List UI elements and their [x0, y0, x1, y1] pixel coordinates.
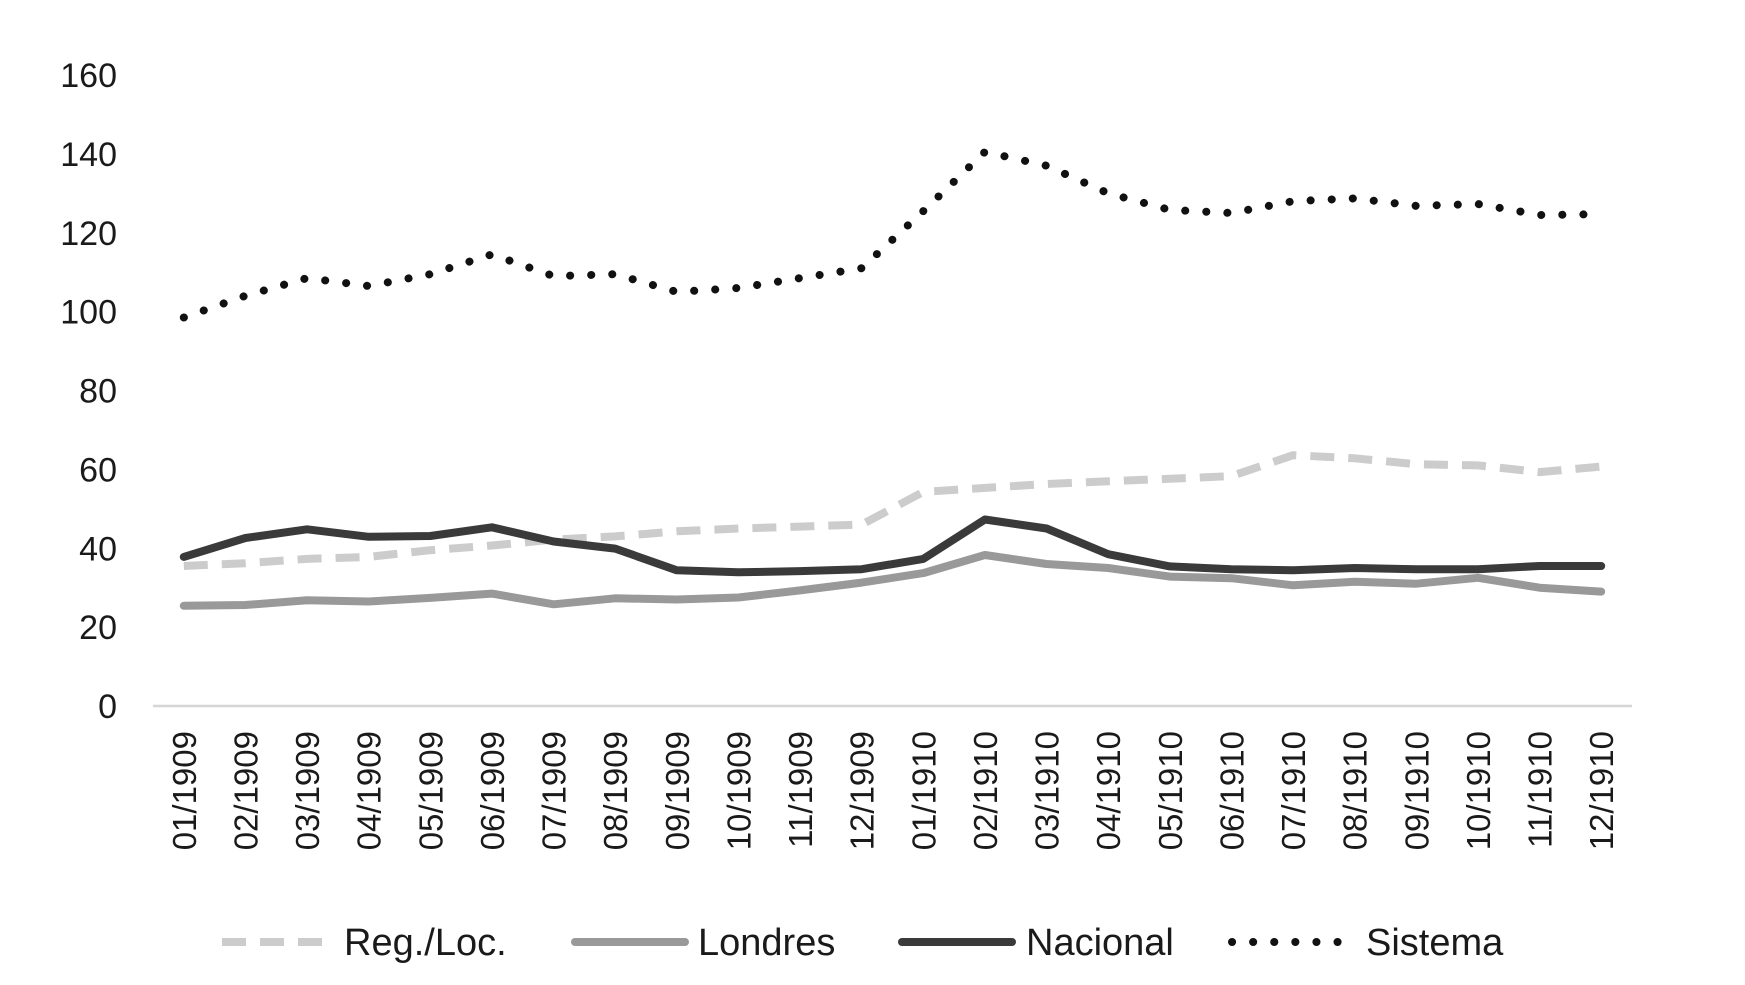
y-tick-label: 140: [60, 136, 117, 174]
legend-label: Londres: [698, 922, 835, 964]
x-tick-label: 09/1909: [659, 731, 696, 850]
series-line-nacional: [179, 515, 1606, 577]
x-tick-label: 12/1909: [844, 731, 881, 850]
y-tick-label: 40: [79, 530, 117, 568]
series-layer: [179, 147, 1606, 610]
x-tick-label: 08/1910: [1337, 731, 1374, 850]
x-tick-label: 06/1909: [474, 731, 511, 850]
x-tick-label: 11/1910: [1522, 731, 1559, 848]
x-tick-label: 10/1910: [1460, 731, 1497, 850]
x-tick-label: 12/1910: [1583, 731, 1620, 850]
x-tick-label: 01/1909: [166, 731, 203, 850]
y-tick-label: 80: [79, 373, 117, 411]
x-tick-label: 03/1909: [289, 731, 326, 850]
x-tick-label: 05/1910: [1152, 731, 1189, 850]
y-axis-ticks: 0 20 40 60 80 100 120 140 160: [60, 57, 117, 726]
x-tick-label: 03/1910: [1029, 731, 1066, 850]
series-line-londres: [179, 551, 1606, 610]
series-line-reg-loc: [183, 451, 1602, 570]
x-tick-label: 02/1910: [967, 731, 1004, 850]
x-tick-label: 04/1910: [1090, 731, 1127, 850]
x-tick-label: 04/1909: [351, 731, 388, 850]
x-tick-label: 07/1909: [536, 731, 573, 850]
legend: Reg./Loc. Londres Nacional Sistema: [222, 922, 1504, 964]
legend-label: Nacional: [1026, 922, 1174, 964]
x-axis-ticks: 01/1909 02/1909 03/1909 04/1909 05/1909 06/19…: [166, 731, 1620, 850]
x-tick-label: 10/1909: [720, 731, 757, 850]
x-tick-label: 02/1909: [227, 731, 264, 850]
x-tick-label: 07/1910: [1275, 731, 1312, 850]
x-tick-label: 09/1910: [1398, 731, 1435, 850]
y-tick-label: 20: [79, 609, 117, 647]
y-tick-label: 100: [60, 294, 117, 332]
x-tick-label: 01/1910: [905, 731, 942, 850]
y-tick-label: 160: [60, 57, 117, 95]
legend-label: Sistema: [1366, 922, 1504, 964]
x-tick-label: 05/1909: [412, 731, 449, 850]
series-line-sistema: [179, 147, 1606, 322]
x-tick-label: 06/1910: [1213, 731, 1250, 850]
y-tick-label: 120: [60, 215, 117, 253]
x-tick-label: 08/1909: [597, 731, 634, 850]
legend-label: Reg./Loc.: [344, 922, 507, 964]
y-tick-label: 0: [98, 688, 117, 726]
y-tick-label: 60: [79, 451, 117, 489]
x-tick-label: 11/1909: [782, 731, 819, 848]
